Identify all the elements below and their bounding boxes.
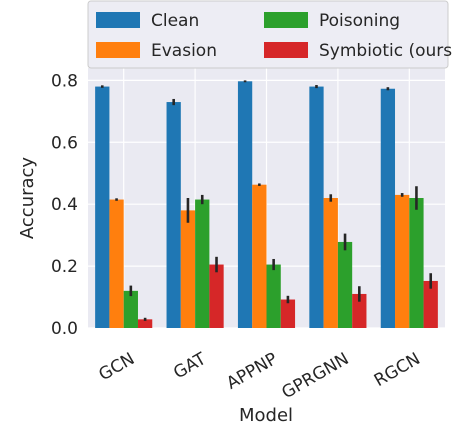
bar: [123, 290, 138, 328]
y-tick-label: 0.8: [51, 71, 78, 91]
legend-frame: [87, 0, 449, 69]
bar: [409, 198, 424, 328]
error-bars: [100, 80, 433, 321]
bar: [395, 194, 410, 328]
bar: [166, 102, 181, 328]
x-tick-label: GCN: [95, 349, 138, 385]
legend-swatch: [264, 42, 308, 58]
bar: [352, 293, 367, 328]
y-tick-labels: 0.0 0.2 0.4 0.6 0.8: [51, 71, 78, 339]
y-tick-label: 0.4: [51, 195, 78, 215]
bar: [109, 199, 124, 328]
x-tick-label: GAT: [170, 349, 210, 384]
bar: [195, 199, 210, 328]
bar: [380, 88, 396, 328]
bar: [337, 241, 353, 328]
y-tick-label: 0.2: [51, 257, 78, 277]
x-tick-label: RGCN: [371, 349, 424, 391]
legend-label: Clean: [151, 11, 199, 31]
y-tick-label: 0.6: [51, 133, 78, 153]
bars: [95, 81, 438, 328]
bar: [309, 86, 324, 328]
bar: [280, 299, 296, 328]
bar: [423, 280, 438, 328]
legend: Clean Evasion Poisoning Symbiotic (ours): [87, 0, 453, 69]
legend-label: Poisoning: [319, 11, 400, 31]
bar: [237, 81, 253, 328]
legend-label: Symbiotic (ours): [319, 41, 453, 61]
y-axis-label: Accuracy: [17, 157, 38, 240]
y-tick-label: 0.0: [51, 319, 78, 339]
bar: [266, 264, 281, 328]
bar: [323, 198, 338, 328]
bar: [180, 210, 196, 328]
x-tick-label: APPNP: [223, 349, 281, 394]
bar: [252, 184, 267, 328]
legend-swatch: [264, 12, 308, 28]
bar: [137, 319, 153, 328]
legend-label: Evasion: [151, 41, 217, 61]
x-axis-label: Model: [239, 405, 293, 426]
legend-swatch: [96, 42, 140, 58]
bar: [95, 86, 110, 328]
bar: [209, 264, 224, 328]
legend-swatch: [96, 12, 140, 28]
x-tick-label: GPRGNN: [278, 349, 352, 403]
